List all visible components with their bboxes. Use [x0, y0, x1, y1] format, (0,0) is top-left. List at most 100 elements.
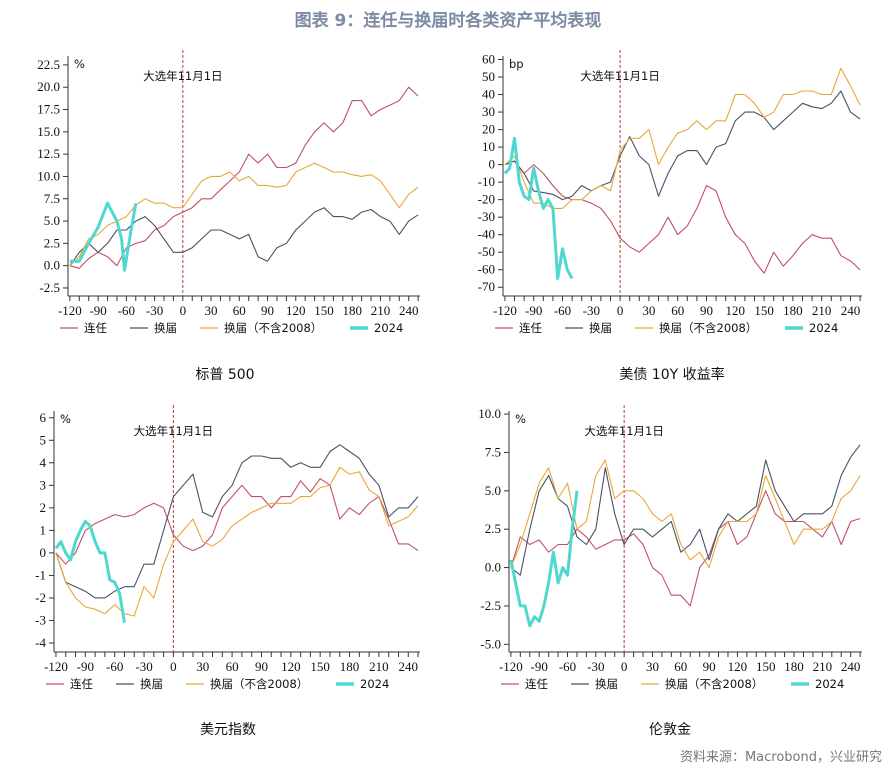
y-tick-label: 60 — [482, 52, 495, 67]
y-tick-label: 10.0 — [37, 168, 60, 183]
line-chart-1: -70 -60 -50 -40 -30 -20 -10 0 10 20 30 40 50 60 -120 -9… — [478, 50, 862, 335]
series-line-1 — [510, 444, 861, 576]
y-tick-label: 7.5 — [485, 444, 501, 459]
x-tick-label: 120 — [281, 659, 301, 674]
election-day-annotation: 大选年11月1日 — [580, 69, 659, 83]
chart-title-gold: 伦敦金 — [649, 722, 691, 738]
y-unit-label: % — [60, 412, 71, 426]
legend-label: 连任 — [70, 677, 93, 691]
y-tick-label: 12.5 — [37, 146, 60, 161]
x-tick-label: 150 — [310, 659, 330, 674]
x-tick-label: 120 — [728, 659, 748, 674]
x-tick-label: 150 — [314, 303, 334, 318]
series-line-0 — [504, 160, 861, 274]
legend-label: 连任 — [519, 321, 542, 335]
series-line-1 — [69, 207, 419, 267]
y-tick-label: 20 — [482, 122, 495, 137]
x-tick-label: -120 — [499, 659, 523, 674]
x-tick-label: 0 — [617, 303, 624, 318]
x-tick-label: 240 — [841, 659, 861, 674]
y-tick-label: -20 — [478, 192, 495, 207]
y-tick-label: 7.5 — [44, 191, 60, 206]
x-tick-label: 210 — [369, 659, 389, 674]
chart-title-ust10y: 美债 10Y 收益率 — [619, 367, 725, 383]
y-tick-label: 17.5 — [37, 102, 60, 117]
series-line-0 — [510, 490, 861, 607]
y-tick-label: 50 — [482, 69, 495, 84]
legend-label: 连任 — [525, 677, 548, 691]
legend-label: 换届（不含2008） — [224, 321, 322, 335]
y-tick-label: -30 — [478, 209, 495, 224]
y-tick-label: -10 — [478, 174, 495, 189]
y-tick-label: 5 — [40, 432, 47, 447]
y-tick-label: -1 — [35, 567, 46, 582]
y-tick-label: 22.5 — [37, 57, 60, 72]
series-line-2 — [69, 162, 419, 267]
line-chart-2: -4 -3 -2 -1 0 1 2 3 4 5 6 -120 -90 -60 -30 0 30 60 90 120 15… — [35, 405, 420, 691]
y-tick-label: 4 — [40, 455, 47, 470]
y-tick-label: 3 — [40, 477, 47, 492]
x-tick-label: 30 — [205, 303, 218, 318]
x-tick-label: -90 — [89, 303, 106, 318]
x-tick-label: 30 — [196, 659, 209, 674]
y-tick-label: 5.0 — [485, 483, 501, 498]
x-tick-label: 60 — [674, 659, 687, 674]
x-tick-label: -30 — [587, 659, 604, 674]
x-tick-label: -120 — [44, 659, 68, 674]
legend-label: 换届 — [589, 321, 612, 335]
x-tick-label: 60 — [233, 303, 246, 318]
y-tick-label: -5.0 — [480, 636, 501, 651]
x-tick-label: 30 — [646, 659, 659, 674]
legend-label: 换届 — [595, 677, 618, 691]
x-tick-label: 30 — [642, 303, 655, 318]
y-tick-label: 0 — [40, 545, 47, 560]
election-day-annotation: 大选年11月1日 — [134, 424, 213, 438]
y-tick-label: -40 — [478, 227, 495, 242]
y-tick-label: -3 — [35, 612, 46, 627]
x-tick-label: 90 — [255, 659, 268, 674]
x-tick-label: -30 — [583, 303, 600, 318]
x-tick-label: 60 — [671, 303, 684, 318]
y-unit-label: % — [74, 57, 85, 71]
x-tick-label: 240 — [841, 303, 861, 318]
x-tick-label: 180 — [342, 303, 362, 318]
x-tick-label: 240 — [399, 303, 419, 318]
y-tick-label: -60 — [478, 262, 495, 277]
y-tick-label: 0.0 — [44, 258, 60, 273]
y-tick-label: 2.5 — [485, 521, 501, 536]
x-tick-label: 210 — [812, 303, 832, 318]
x-tick-label: 90 — [700, 303, 713, 318]
figure-title: 图表 9：连任与换届时各类资产平均表现 — [294, 11, 602, 31]
legend-label: 换届（不含2008） — [659, 321, 757, 335]
y-tick-label: 5.0 — [44, 213, 60, 228]
chart-title-sp500: 标普 500 — [195, 367, 255, 383]
y-tick-label: 0.0 — [485, 560, 501, 575]
y-tick-label: -4 — [35, 635, 46, 650]
x-tick-label: 240 — [399, 659, 419, 674]
x-tick-label: 210 — [371, 303, 391, 318]
y-tick-label: -2.5 — [480, 598, 501, 613]
series-line-2 — [55, 466, 419, 617]
y-tick-label: 15.0 — [37, 124, 60, 139]
x-tick-label: -90 — [77, 659, 94, 674]
y-tick-label: 0 — [489, 157, 496, 172]
legend-label: 换届 — [140, 677, 163, 691]
series-line-3 — [509, 490, 579, 628]
chart-title-dxy: 美元指数 — [200, 722, 256, 738]
line-chart-3: -5.0 -2.5 0.0 2.5 5.0 7.5 10.0 -120 -90 -60 -30 0 30… — [478, 405, 862, 691]
x-tick-label: -90 — [525, 303, 542, 318]
x-tick-label: 60 — [226, 659, 239, 674]
series-line-1 — [504, 90, 861, 201]
y-tick-label: 30 — [482, 104, 495, 119]
series-line-2 — [504, 67, 861, 209]
election-day-annotation: 大选年11月1日 — [143, 69, 222, 83]
x-tick-label: -60 — [106, 659, 123, 674]
series-line-0 — [55, 478, 419, 565]
x-tick-label: 90 — [261, 303, 274, 318]
x-tick-label: -60 — [554, 303, 571, 318]
x-tick-label: 150 — [754, 303, 774, 318]
legend-label: 换届（不含2008） — [665, 677, 763, 691]
y-tick-label: -2 — [35, 590, 46, 605]
y-tick-label: 40 — [482, 87, 495, 102]
